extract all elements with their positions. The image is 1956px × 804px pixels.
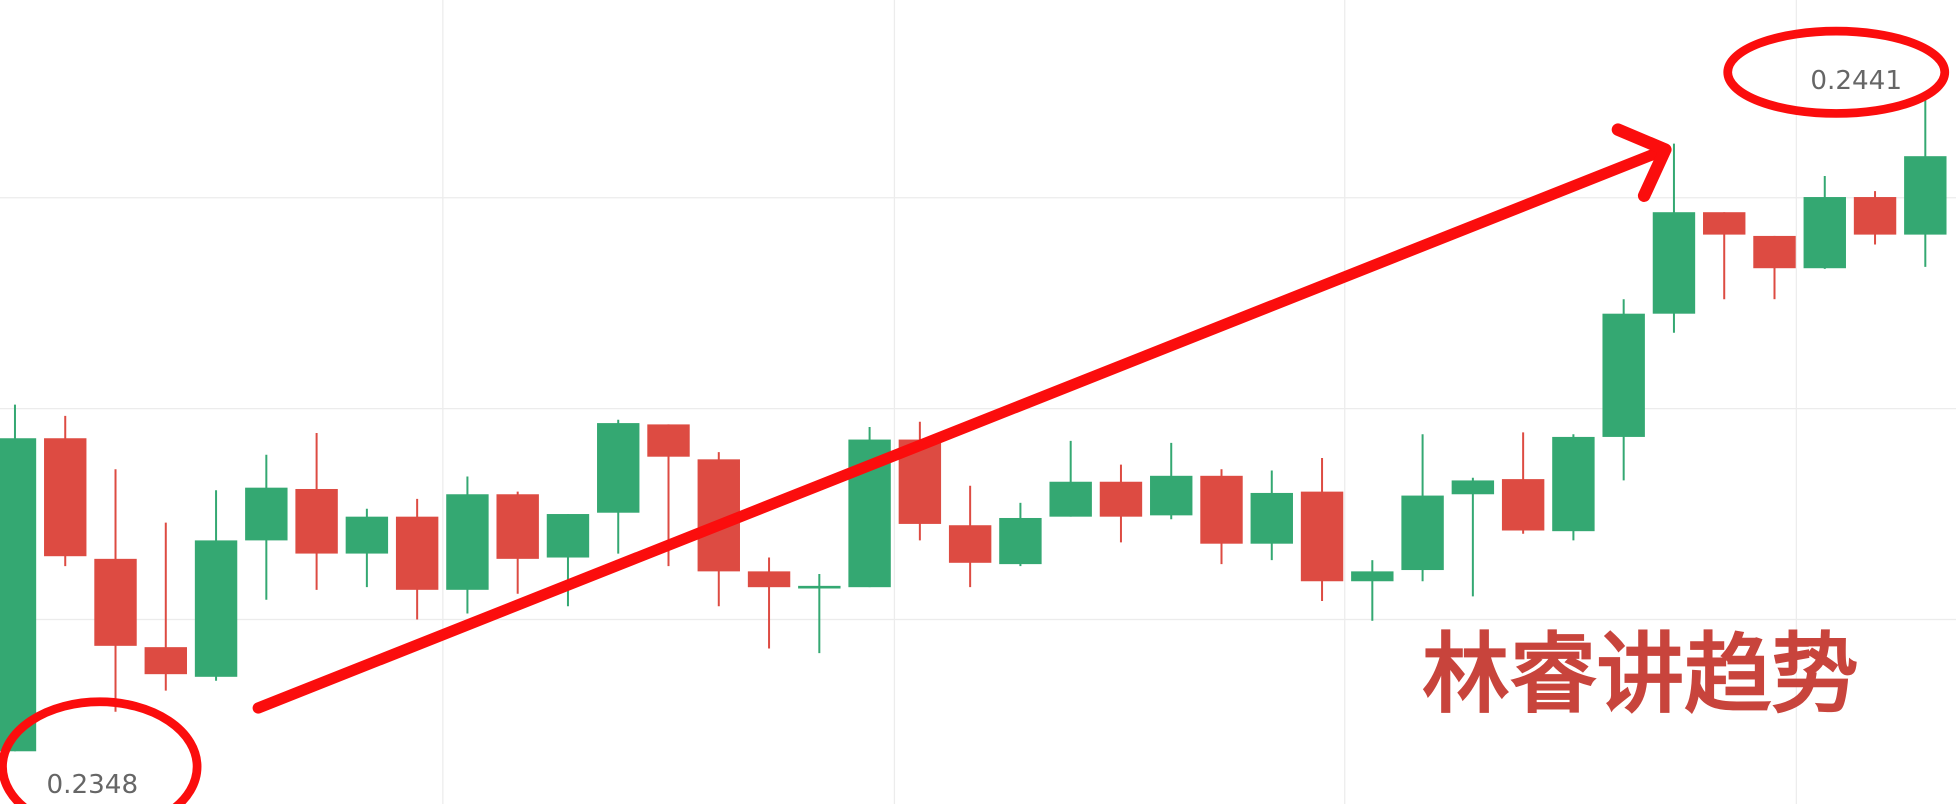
min-price-label: 0.2348 xyxy=(47,770,139,800)
candle-body xyxy=(1099,481,1143,517)
candle-body xyxy=(798,585,841,589)
candle-body xyxy=(1602,313,1645,437)
candle-body xyxy=(1753,235,1796,269)
candle-body xyxy=(1703,212,1746,235)
candle-body xyxy=(1150,475,1193,516)
candle-body xyxy=(1652,212,1696,314)
candle-body xyxy=(245,487,288,541)
candle-body xyxy=(1049,481,1092,517)
candle-body xyxy=(44,438,87,557)
candle-body xyxy=(446,494,489,590)
candle-body xyxy=(647,424,690,457)
candle-body xyxy=(295,488,338,554)
watermark: 林睿讲趋势 xyxy=(1422,623,1859,725)
candle-body xyxy=(395,516,439,590)
candle-body xyxy=(1200,475,1243,544)
candle-body xyxy=(948,525,992,563)
candle-body xyxy=(1853,197,1897,235)
trend-arrow xyxy=(252,146,1665,714)
candle-body xyxy=(496,494,539,559)
candle-body xyxy=(1803,197,1846,269)
highlight-circle xyxy=(0,697,202,804)
candle-body xyxy=(1250,492,1293,544)
candle-body xyxy=(94,558,137,646)
candle-body xyxy=(999,517,1042,565)
annotation-drawing xyxy=(0,26,1950,804)
candle-body xyxy=(597,423,640,513)
candle-body xyxy=(1401,495,1444,571)
candle-body xyxy=(1552,436,1595,532)
candle-body xyxy=(345,516,389,554)
candle-body xyxy=(144,647,187,675)
candles xyxy=(0,98,1947,752)
arrow-head xyxy=(1611,123,1672,202)
candle-body xyxy=(0,438,37,752)
candle-body xyxy=(1501,479,1545,531)
candle-body xyxy=(1300,491,1344,582)
candle-body xyxy=(546,514,590,558)
candle-body xyxy=(1351,571,1394,582)
candle-body xyxy=(194,540,238,677)
candle-body xyxy=(747,571,791,588)
candle-body xyxy=(1904,156,1947,235)
highlight-circle xyxy=(1723,26,1950,118)
max-price-label: 0.2441 xyxy=(1810,66,1902,96)
vertical-grid xyxy=(442,0,1797,804)
candle-body xyxy=(1451,480,1495,495)
